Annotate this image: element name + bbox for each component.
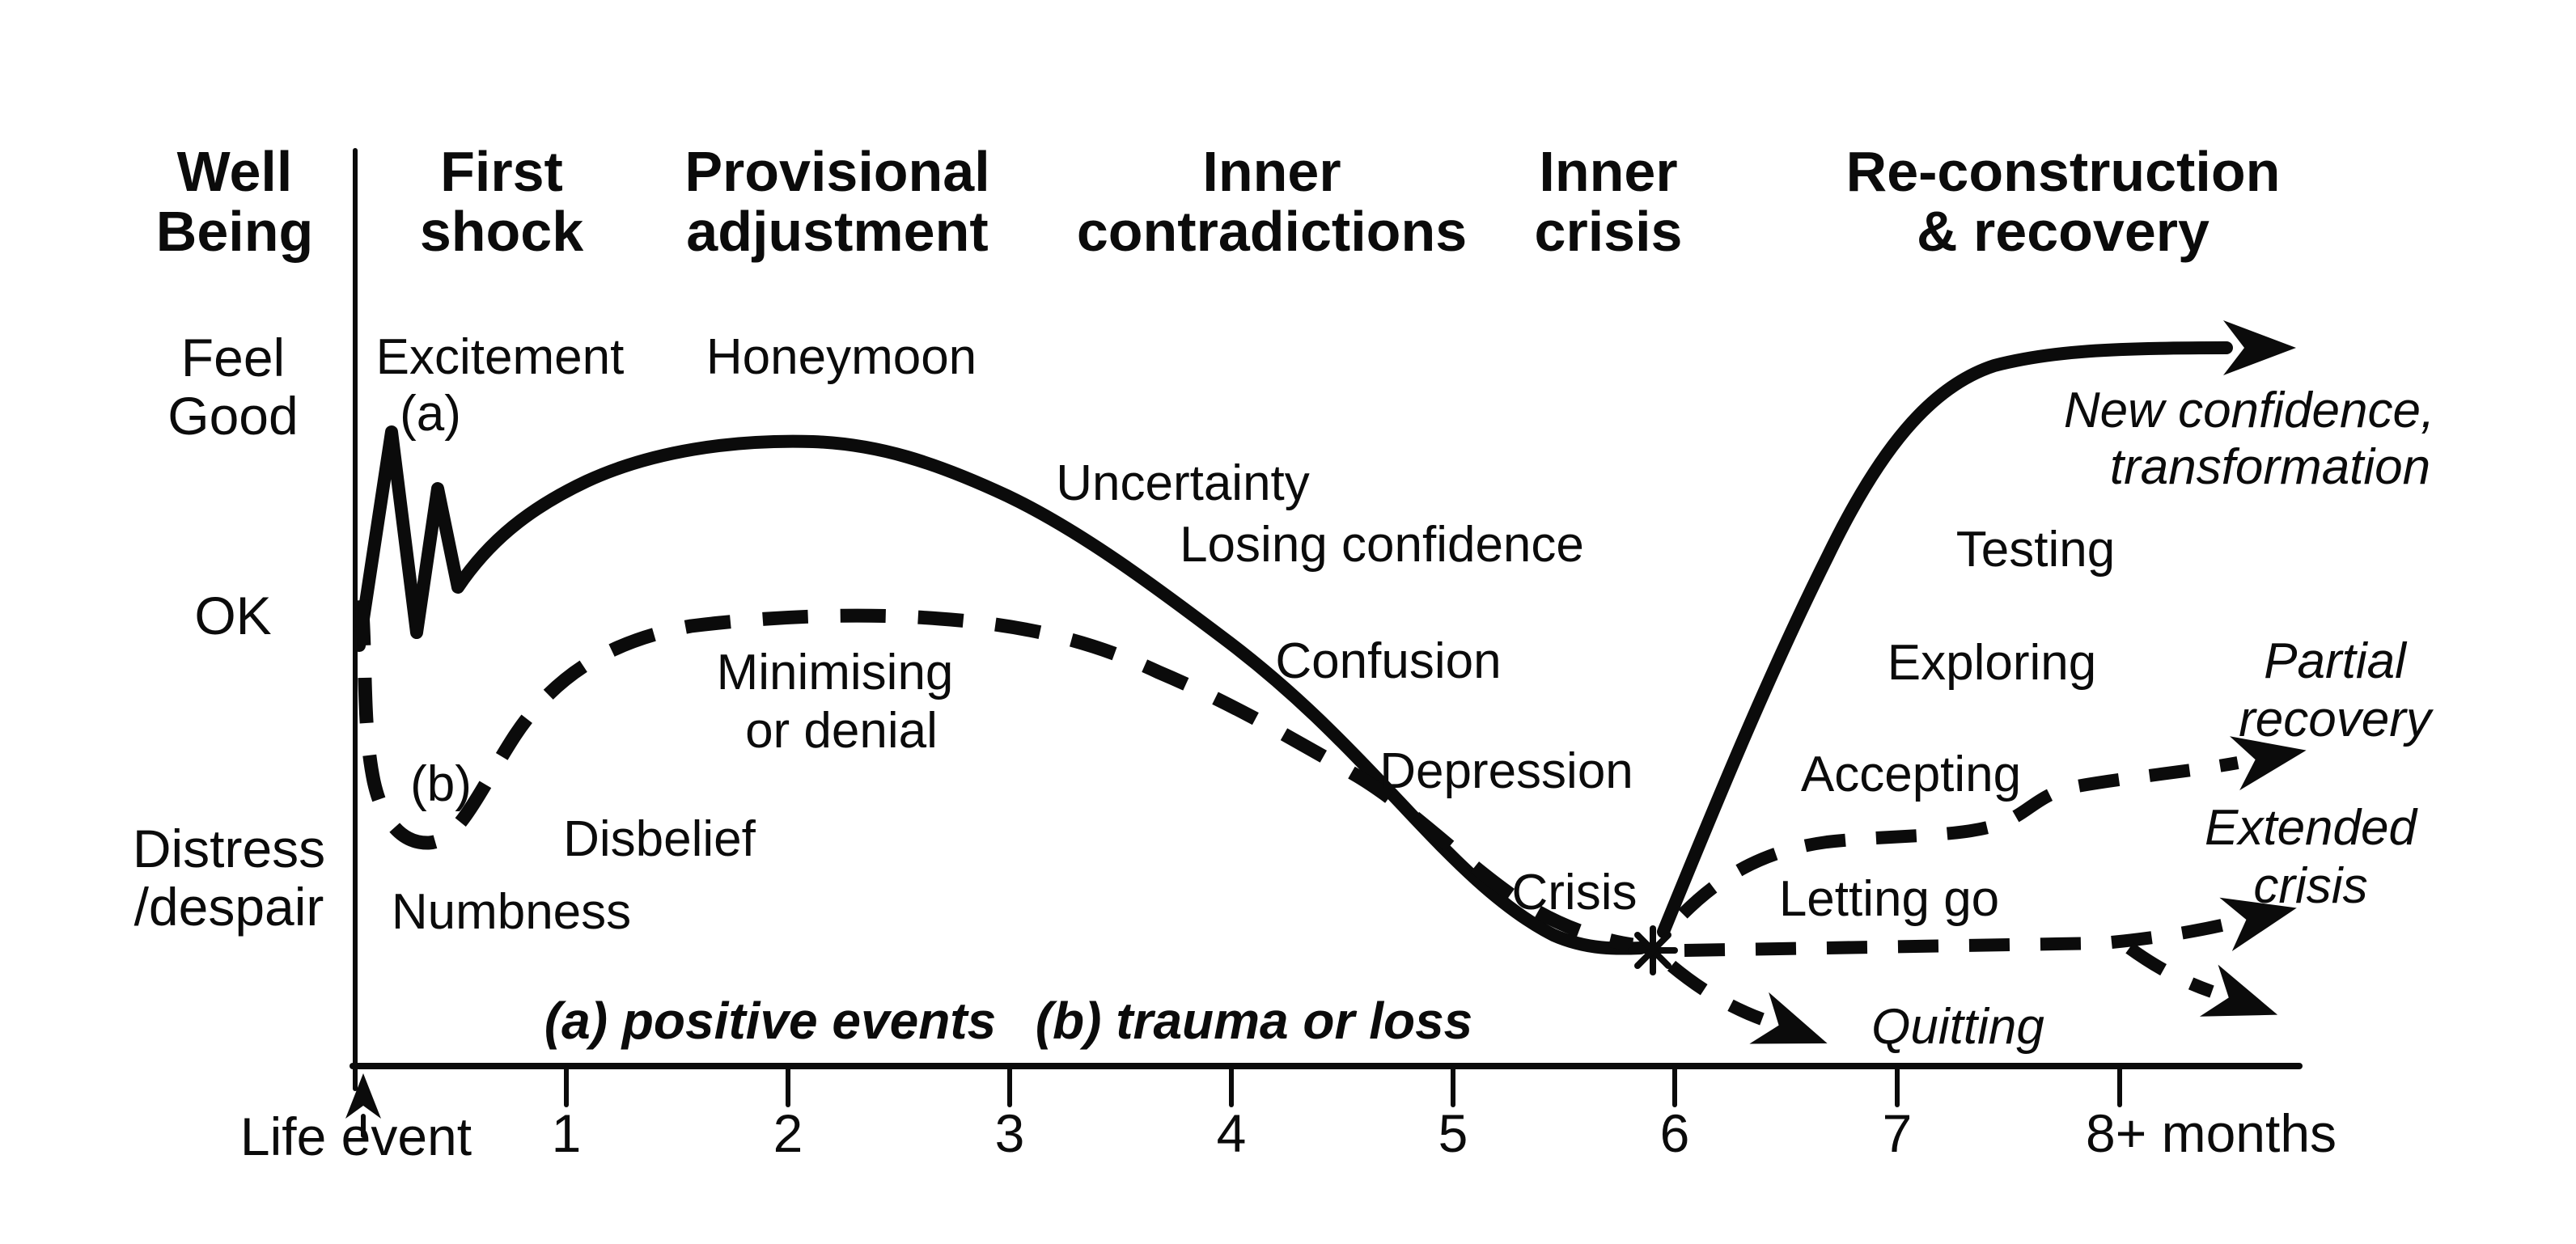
phase-label: Inner (1539, 140, 1677, 203)
curve-b-dashed (354, 599, 1634, 952)
y-label-good: Good (167, 386, 298, 446)
x-tick-8-months: 8+ months (2086, 1103, 2337, 1163)
phase-header-inner-contradictions: Inner contradictions (1077, 140, 1467, 263)
x-tick-5: 5 (1438, 1103, 1468, 1163)
phase-label: adjustment (686, 200, 988, 263)
y-label-feel: Feel (181, 328, 285, 387)
phase-header-first-shock: First shock (420, 140, 583, 263)
phase-header-reconstruction-recovery: Re-construction & recovery (1846, 140, 2281, 263)
y-axis-title: Well Being (156, 140, 313, 263)
annotation-depression: Depression (1379, 743, 1633, 799)
phase-label: First (440, 140, 563, 203)
x-tick-2: 2 (773, 1103, 803, 1163)
y-label-distress: Distress (133, 819, 325, 878)
branch-extended-crisis-dashed (1684, 897, 2297, 957)
phase-label: Re-construction (1846, 140, 2281, 203)
legend-a: (a) positive events (544, 992, 996, 1050)
annotation-crisis: Crisis (1512, 865, 1638, 920)
annotation-new-confidence-line2: transformation (2110, 439, 2430, 495)
annotation-a-marker: (a) (400, 386, 461, 442)
phase-header-inner-crisis: Inner crisis (1535, 140, 1683, 263)
y-axis-title-line2: Being (156, 200, 313, 263)
branch-extended-crisis-drop-dashed (2125, 942, 2278, 1017)
curve-recovery-solid (1657, 320, 2296, 938)
annotation-letting-go: Letting go (1779, 871, 1999, 927)
annotation-numbness: Numbness (392, 884, 631, 940)
x-tick-4: 4 (1217, 1103, 1247, 1163)
x-tick-7: 7 (1883, 1103, 1913, 1163)
annotation-disbelief: Disbelief (563, 811, 756, 867)
crisis-starburst-icon (1628, 925, 1678, 975)
annotation-minimising-line2: or denial (745, 703, 938, 759)
branch-partial-recovery-dashed (1678, 736, 2307, 919)
annotation-testing: Testing (1956, 522, 2115, 578)
annotation-partial-recovery-line2: recovery (2239, 692, 2434, 747)
x-axis-tick-marks (564, 1064, 2122, 1107)
annotation-extended-crisis-line1: Extended (2205, 800, 2419, 856)
annotation-excitement: Excitement (376, 329, 625, 385)
y-label-ok: OK (194, 586, 271, 645)
phase-label: crisis (1535, 200, 1683, 263)
branch-quitting-dashed (1667, 960, 1828, 1044)
annotation-b-marker: (b) (410, 756, 472, 812)
annotation-quitting: Quitting (1871, 999, 2044, 1055)
curve-a-solid (353, 425, 1647, 955)
annotation-honeymoon: Honeymoon (706, 329, 977, 385)
phase-header-provisional-adjustment: Provisional adjustment (684, 140, 989, 263)
annotation-uncertainty: Uncertainty (1056, 455, 1310, 511)
y-label-despair: /despair (134, 877, 324, 937)
x-tick-1: 1 (552, 1103, 582, 1163)
annotation-accepting: Accepting (1801, 747, 2021, 802)
annotation-minimising-line1: Minimising (717, 645, 954, 700)
x-tick-6: 6 (1660, 1103, 1690, 1163)
annotation-confusion: Confusion (1275, 633, 1501, 689)
annotation-new-confidence-line1: New confidence, (2064, 383, 2434, 438)
x-tick-3: 3 (995, 1103, 1025, 1163)
annotation-extended-crisis-line2: crisis (2253, 858, 2367, 914)
y-axis-title-line1: Well (177, 140, 293, 203)
phase-label: Provisional (684, 140, 989, 203)
phase-label: & recovery (1917, 200, 2210, 263)
annotation-exploring: Exploring (1888, 635, 2096, 691)
phase-label: Inner (1202, 140, 1341, 203)
annotation-losing-confidence: Losing confidence (1180, 517, 1584, 573)
phase-label: contradictions (1077, 200, 1467, 263)
annotation-partial-recovery-line1: Partial (2264, 633, 2408, 689)
legend-b: (b) trauma or loss (1036, 992, 1473, 1050)
phase-label: shock (420, 200, 583, 263)
x-label-life-event: Life event (240, 1106, 472, 1166)
